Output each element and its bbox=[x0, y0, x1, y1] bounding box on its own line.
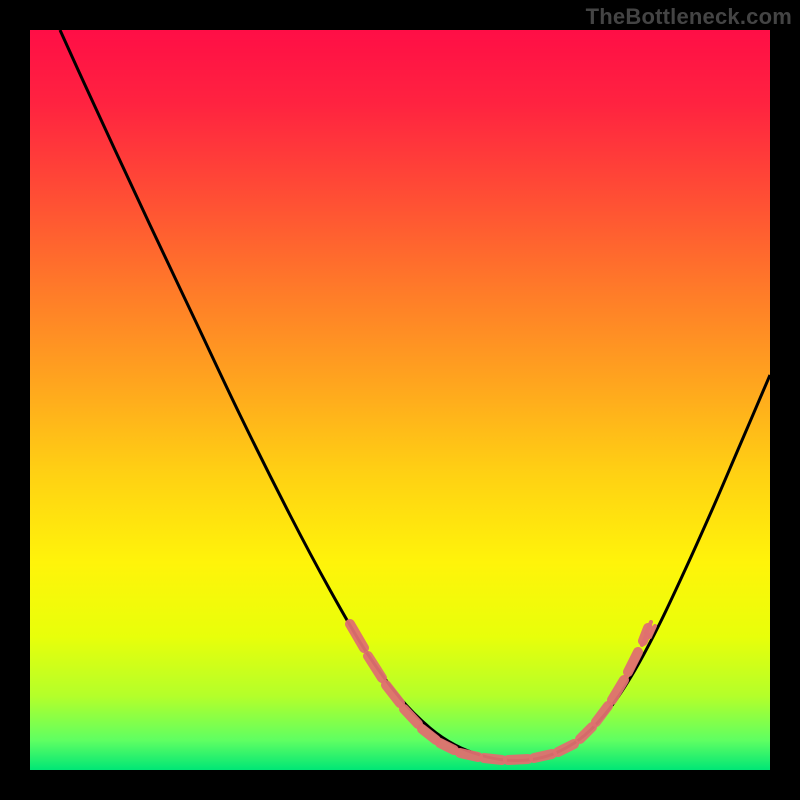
chart-background bbox=[30, 30, 770, 770]
plot-area bbox=[30, 30, 770, 770]
chart-frame: TheBottleneck.com bbox=[0, 0, 800, 800]
watermark-text: TheBottleneck.com bbox=[586, 4, 792, 30]
chart-svg bbox=[30, 30, 770, 770]
